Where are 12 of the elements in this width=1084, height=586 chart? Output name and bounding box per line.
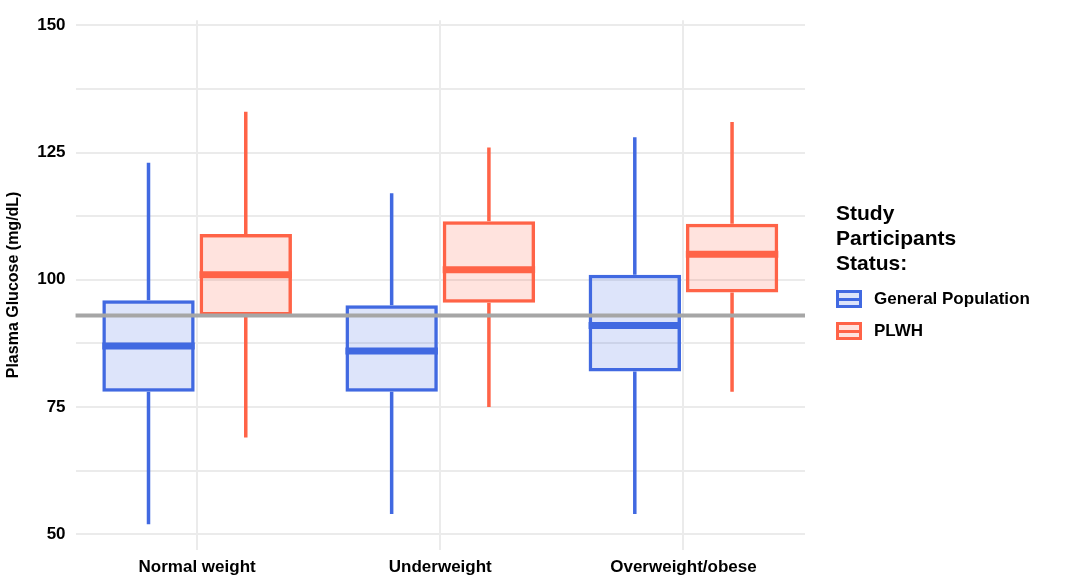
- y-tick-label: 125: [37, 142, 66, 162]
- legend-title: Study Participants Status:: [836, 200, 958, 275]
- y-tick-label: 100: [37, 269, 66, 289]
- legend-label: PLWH: [874, 321, 924, 341]
- x-tick-label: Overweight/obese: [610, 557, 757, 577]
- y-tick-label: 75: [46, 396, 66, 416]
- y-tick-label: 50: [46, 524, 66, 544]
- y-axis-title: Plasma Glucose (mg/dL): [4, 191, 22, 379]
- y-tick-label: 150: [37, 14, 66, 34]
- legend-label: General Population: [874, 289, 1030, 309]
- x-tick-label: Normal weight: [138, 557, 257, 577]
- x-tick-label: Underweight: [388, 557, 493, 577]
